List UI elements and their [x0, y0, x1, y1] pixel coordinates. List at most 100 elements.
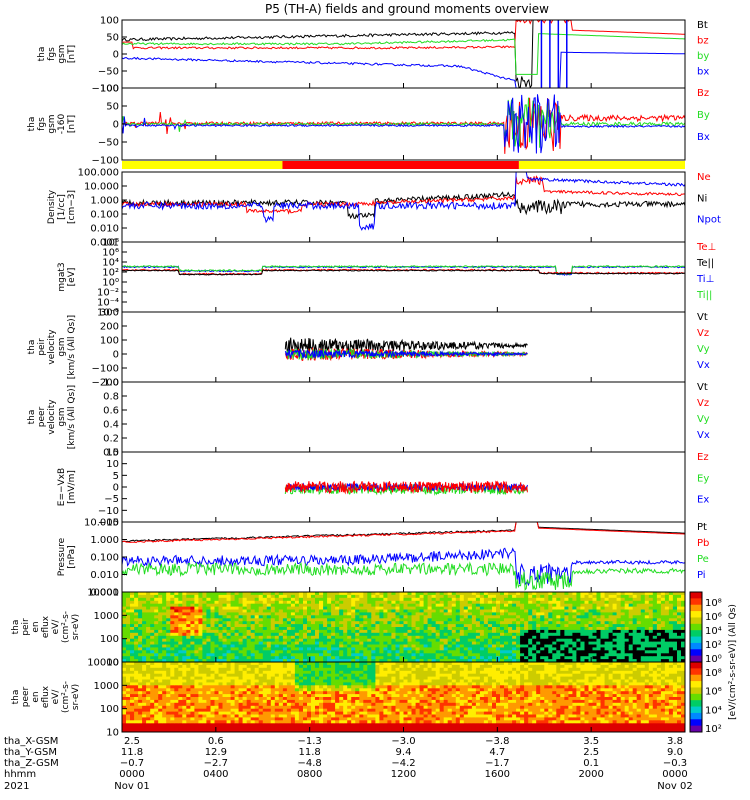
heatmap-cell: [258, 650, 264, 654]
heatmap-cell: [258, 699, 264, 704]
heatmap-cell: [528, 600, 533, 605]
heatmap-cell: [290, 644, 296, 648]
heatmap-cell: [154, 729, 159, 732]
heatmap-cell: [311, 711, 316, 715]
heatmap-cell: [331, 615, 336, 619]
heatmap-cell: [652, 594, 658, 599]
heatmap-cell: [323, 606, 328, 610]
heatmap-cell: [347, 653, 352, 657]
heatmap-cell: [226, 708, 232, 713]
heatmap-cell: [266, 600, 272, 605]
y-axis-label: velocity: [47, 329, 57, 365]
heatmap-cell: [186, 629, 191, 634]
heatmap-cell: [588, 615, 593, 619]
heatmap-cell: [616, 647, 622, 651]
heatmap-cell: [166, 612, 171, 616]
heatmap-cell: [294, 650, 300, 654]
heatmap-cell: [580, 627, 585, 631]
heatmap-cell: [270, 609, 276, 613]
heatmap-cell: [411, 621, 416, 625]
heatmap-cell: [427, 650, 433, 654]
heatmap-cell: [443, 635, 449, 640]
heatmap-cell: [258, 638, 264, 643]
heatmap-cell: [411, 594, 416, 599]
heatmap-cell: [230, 594, 236, 599]
heatmap-cell: [174, 723, 179, 727]
heatmap-cell: [238, 629, 244, 634]
heatmap-cell: [387, 594, 392, 599]
heatmap-cell: [254, 662, 260, 666]
heatmap-cell: [286, 629, 292, 634]
heatmap-cell: [150, 717, 155, 721]
heatmap-cell: [383, 624, 388, 628]
heatmap-cell: [202, 670, 207, 675]
heatmap-cell: [403, 650, 408, 654]
heatmap-cell: [327, 723, 332, 727]
heatmap-cell: [214, 673, 219, 678]
heatmap-cell: [548, 629, 553, 634]
heatmap-cell: [246, 688, 252, 692]
heatmap-cell: [471, 603, 477, 608]
heatmap-cell: [471, 641, 477, 645]
heatmap-cell: [154, 699, 159, 704]
heatmap-cell: [258, 662, 264, 666]
heatmap-cell: [379, 621, 384, 625]
heatmap-cell: [355, 594, 360, 599]
heatmap-cell: [303, 659, 308, 662]
heatmap-cell: [681, 592, 685, 596]
heatmap-cell: [303, 627, 308, 631]
heatmap-cell: [427, 606, 433, 610]
heatmap-cell: [528, 624, 533, 628]
heatmap-cell: [278, 729, 284, 732]
heatmap-cell: [242, 717, 248, 721]
heatmap-cell: [146, 597, 151, 602]
heatmap-cell: [242, 653, 248, 657]
heatmap-cell: [524, 612, 529, 616]
heatmap-cell: [246, 641, 252, 645]
heatmap-cell: [395, 612, 400, 616]
heatmap-cell: [290, 600, 296, 605]
heatmap-cell: [536, 644, 541, 648]
heatmap-cell: [504, 618, 509, 622]
heatmap-cell: [130, 694, 135, 698]
heatmap-cell: [596, 635, 601, 640]
heatmap-cell: [178, 688, 183, 692]
y-axis-label: peer: [37, 406, 47, 427]
heatmap-cell: [198, 597, 203, 602]
heatmap-cell: [660, 603, 666, 608]
heatmap-cell: [403, 644, 408, 648]
heatmap-cell: [154, 624, 159, 628]
heatmap-cell: [331, 723, 336, 727]
heatmap-cell: [234, 676, 240, 680]
heatmap-cell: [214, 606, 219, 610]
heatmap-cell: [142, 621, 147, 625]
y-tick-label: 100: [100, 634, 119, 645]
heatmap-cell: [230, 723, 236, 727]
heatmap-cell: [202, 606, 207, 610]
heatmap-cell: [286, 644, 292, 648]
heatmap-cell: [126, 720, 131, 724]
heatmap-cell: [278, 679, 284, 683]
heatmap-cell: [246, 726, 252, 730]
heatmap-cell: [238, 600, 244, 605]
heatmap-cell: [447, 635, 453, 640]
heatmap-cell: [343, 597, 348, 602]
heatmap-cell: [122, 659, 127, 662]
heatmap-cell: [423, 621, 429, 625]
heatmap-cell: [226, 627, 232, 631]
heatmap-cell: [347, 662, 352, 666]
heatmap-cell: [134, 632, 139, 637]
heatmap-cell: [612, 656, 618, 660]
heatmap-cell: [202, 647, 207, 651]
heatmap-cell: [339, 609, 344, 613]
heatmap-cell: [162, 592, 167, 596]
heatmap-cell: [564, 609, 569, 613]
plot-area-peer_en: [122, 662, 685, 732]
y-axis-label: tha: [27, 340, 37, 355]
heatmap-cell: [170, 627, 175, 631]
heatmap-cell: [186, 699, 191, 704]
heatmap-cell: [335, 711, 340, 715]
heatmap-cell: [214, 650, 219, 654]
heatmap-cell: [307, 632, 312, 637]
